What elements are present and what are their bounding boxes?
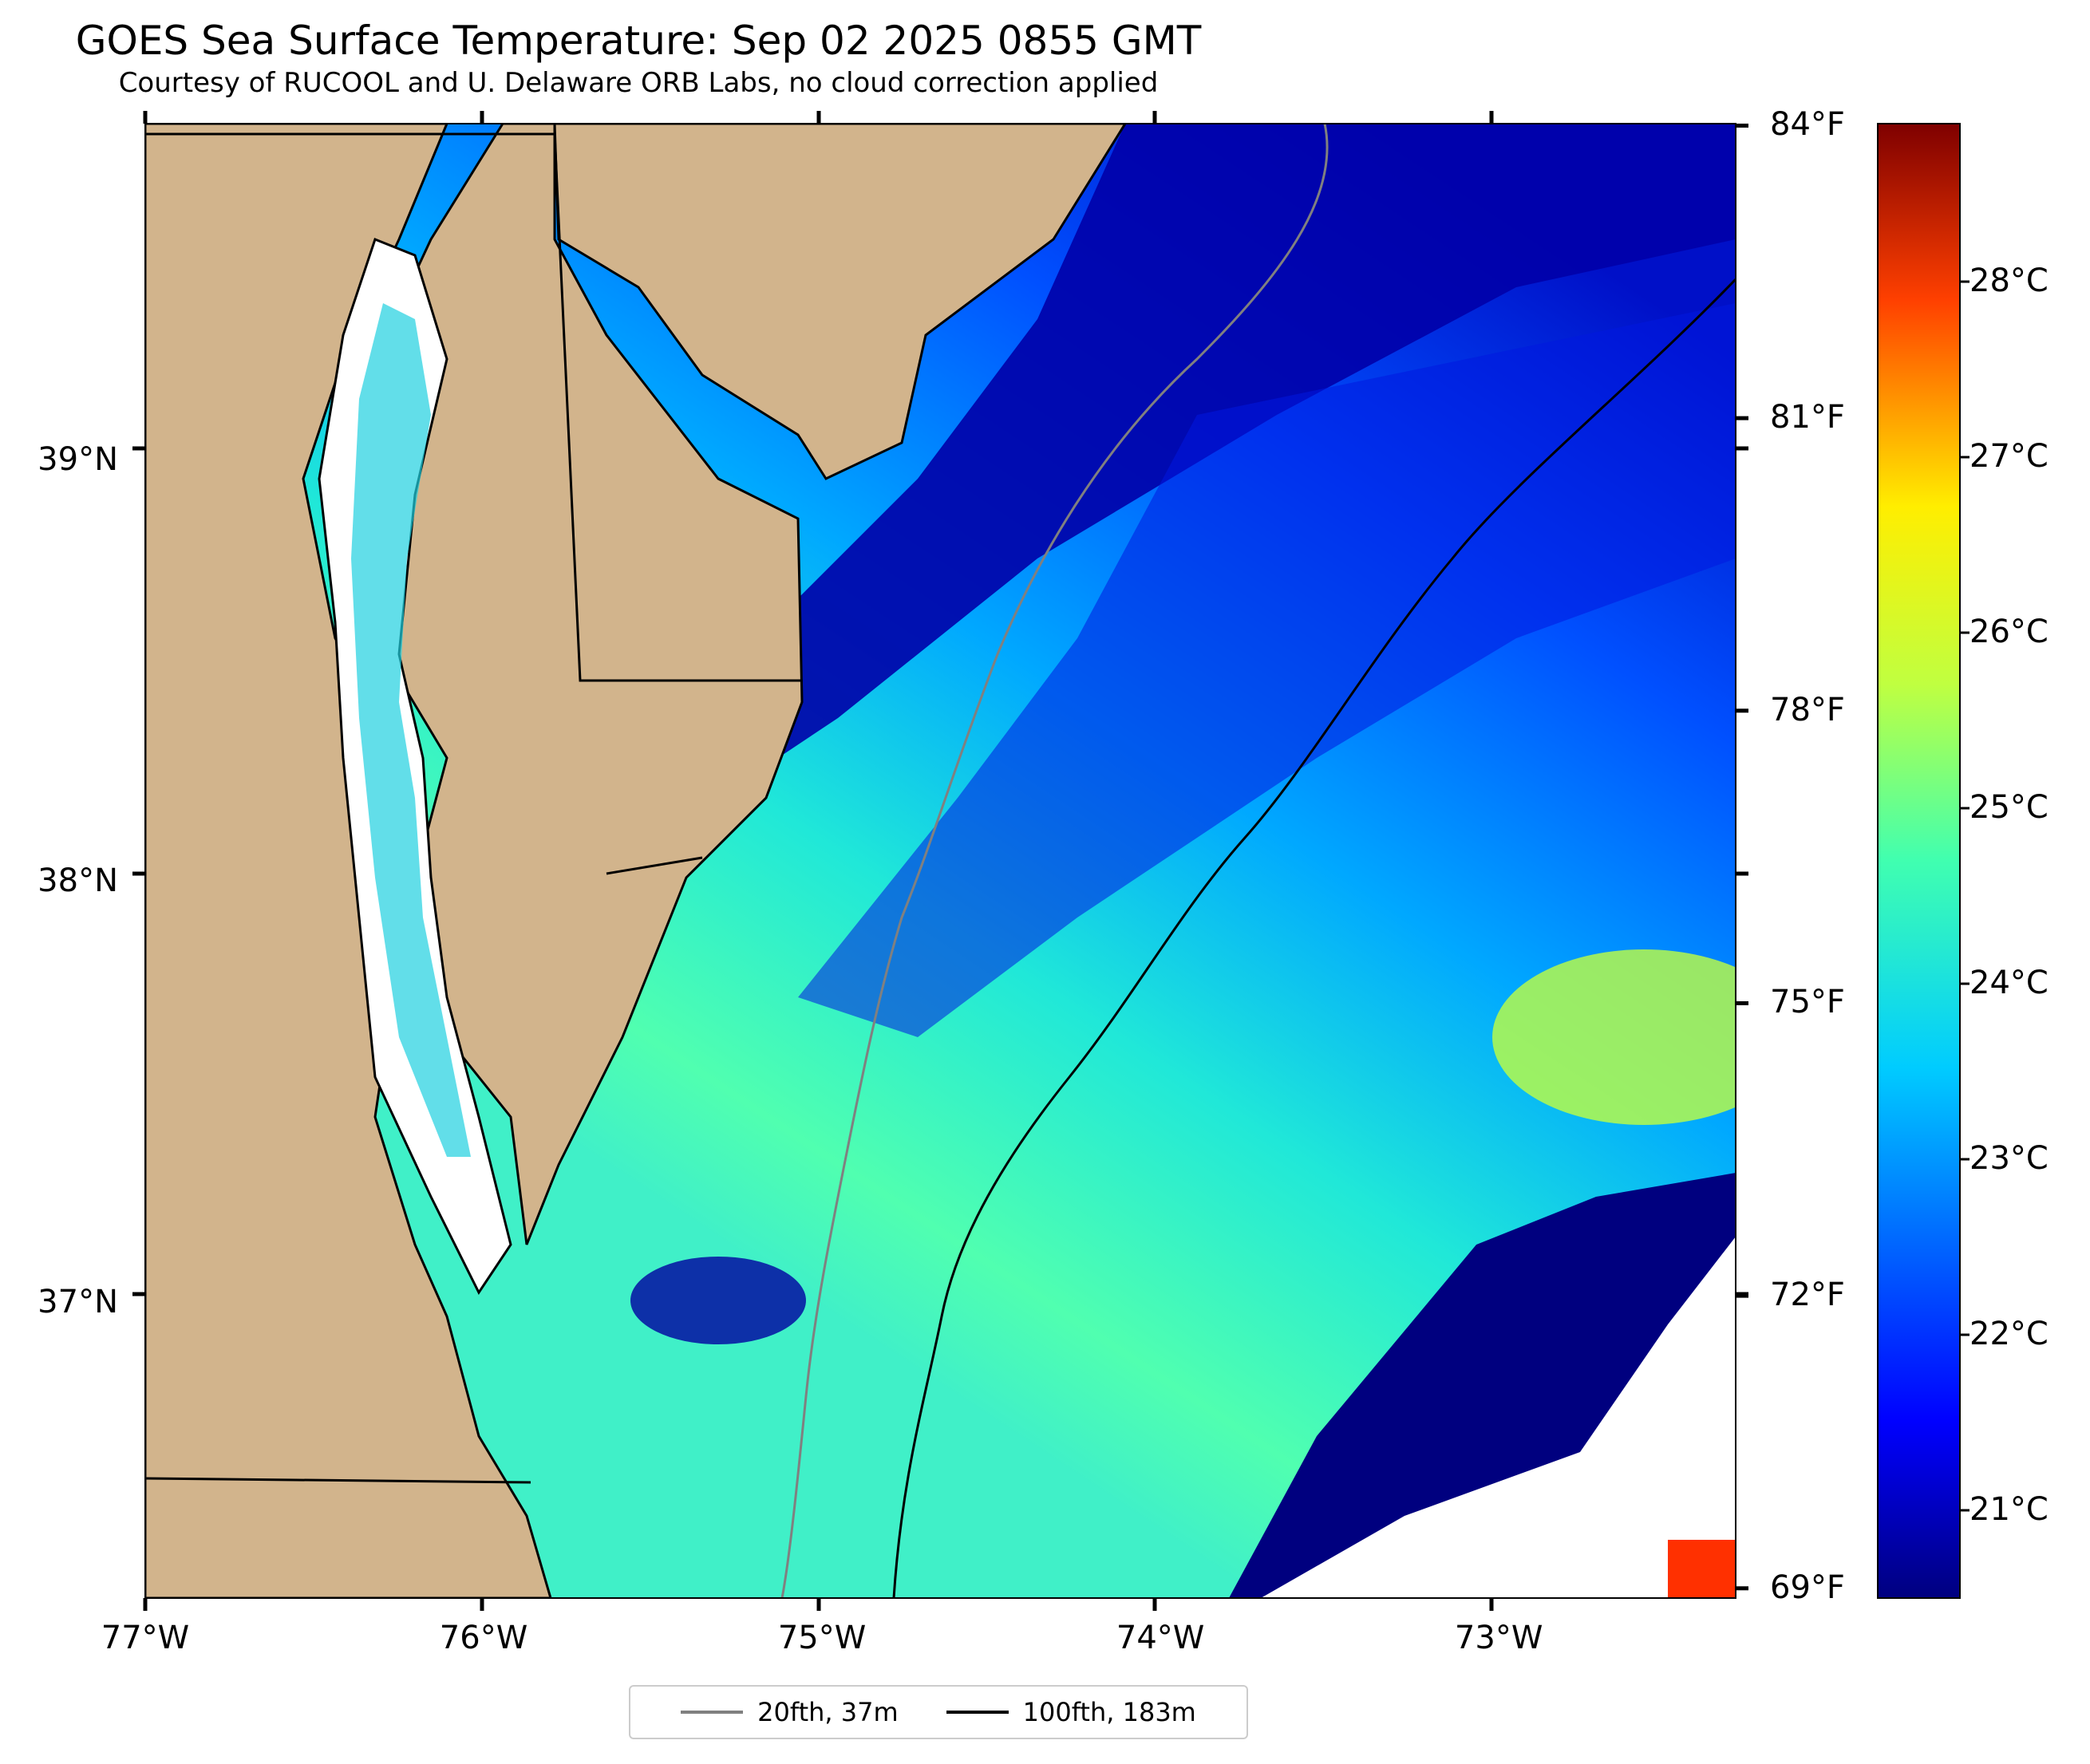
map-frame bbox=[144, 123, 1736, 1599]
lon-ticks bbox=[143, 111, 1494, 1611]
map-area bbox=[145, 124, 1736, 1598]
no-data-cloud-region bbox=[1261, 1237, 1736, 1598]
lat-tick-label: 38°N bbox=[38, 862, 118, 900]
colorbar-fahrenheit-label: 72°F bbox=[1770, 1277, 1845, 1314]
map-title: GOES Sea Surface Temperature: Sep 02 202… bbox=[75, 18, 1202, 64]
lon-tick-label: 75°W bbox=[777, 1620, 867, 1656]
colorbar-fahrenheit-label: 75°F bbox=[1770, 984, 1845, 1021]
legend-swatch-20fth bbox=[681, 1711, 744, 1714]
lon-tick-label: 76°W bbox=[439, 1620, 528, 1656]
land-new-jersey bbox=[553, 124, 1127, 480]
legend-swatch-100fth bbox=[946, 1711, 1009, 1714]
cool-eddy bbox=[630, 1257, 806, 1344]
legend-item-20fth: 20fth, 37m bbox=[681, 1697, 899, 1727]
colorbar-celsius-label: 21°C bbox=[1969, 1491, 2049, 1528]
lat-tick-label: 39°N bbox=[38, 441, 118, 479]
isobath-100fth bbox=[892, 278, 1736, 1598]
state-borders bbox=[145, 132, 802, 1484]
colorbar-celsius-label: 23°C bbox=[1969, 1140, 2049, 1177]
lat-tick-label: 37°N bbox=[38, 1284, 118, 1321]
colorbar-fahrenheit-label: 78°F bbox=[1770, 691, 1845, 728]
isobath-legend: 20fth, 37m 100fth, 183m bbox=[629, 1685, 1248, 1739]
legend-label-100fth: 100fth, 183m bbox=[1022, 1697, 1196, 1727]
colorbar-celsius-label: 22°C bbox=[1969, 1316, 2049, 1352]
lon-tick-label: 73°W bbox=[1454, 1620, 1543, 1656]
warm-pixel-cluster bbox=[1668, 1540, 1736, 1598]
colorbar-celsius-label: 27°C bbox=[1969, 438, 2049, 475]
bay-sst bbox=[351, 303, 471, 1157]
colorbar-celsius-label: 26°C bbox=[1969, 614, 2049, 650]
lon-tick-label: 77°W bbox=[101, 1620, 190, 1656]
colorbar bbox=[1877, 123, 1961, 1599]
lon-tick-label: 74°W bbox=[1116, 1620, 1205, 1656]
map-subtitle: Courtesy of RUCOOL and U. Delaware ORB L… bbox=[118, 67, 1159, 99]
colorbar-fahrenheit-label: 81°F bbox=[1770, 399, 1845, 436]
warm-offshore-patch bbox=[1492, 949, 1736, 1125]
colorbar-fahrenheit-label: 84°F bbox=[1770, 106, 1845, 144]
colorbar-fahrenheit-label: 69°F bbox=[1770, 1569, 1845, 1606]
cool-water-band bbox=[798, 303, 1736, 1037]
legend-label-20fth: 20fth, 37m bbox=[757, 1697, 899, 1727]
legend-item-100fth: 100fth, 183m bbox=[946, 1697, 1196, 1727]
colorbar-celsius-label: 25°C bbox=[1969, 789, 2049, 826]
colorbar-celsius-label: 24°C bbox=[1969, 965, 2049, 1001]
isobath-20fth bbox=[780, 124, 1329, 1598]
land bbox=[145, 124, 1127, 1598]
colorbar-celsius-label: 28°C bbox=[1969, 262, 2049, 299]
